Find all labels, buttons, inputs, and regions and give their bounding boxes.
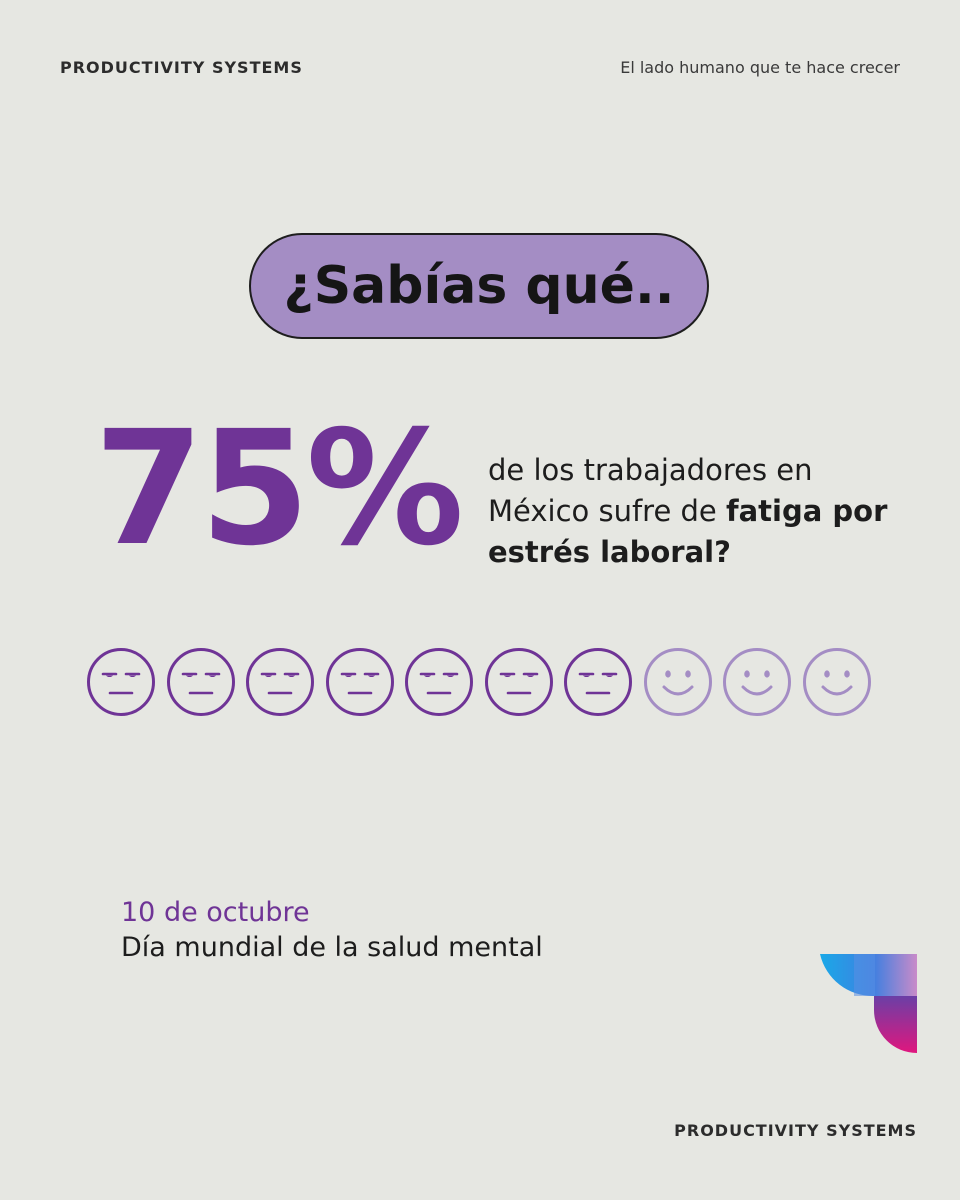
tired-face-icon xyxy=(325,647,395,717)
smiling-face-icon xyxy=(722,647,792,717)
faces-row xyxy=(86,647,872,717)
smiling-face-icon xyxy=(802,647,872,717)
tired-face-icon xyxy=(563,647,633,717)
stat-percentage: 75% xyxy=(94,397,464,581)
tired-face-icon xyxy=(86,647,156,717)
headline-pill: ¿Sabías qué.. xyxy=(249,233,709,339)
tagline: El lado humano que te hace crecer xyxy=(620,58,900,77)
stat-description: de los trabajadores en México sufre de f… xyxy=(488,450,908,573)
tired-face-icon xyxy=(166,647,236,717)
headline-text: ¿Sabías qué.. xyxy=(283,256,675,316)
brand-name-top: PRODUCTIVITY SYSTEMS xyxy=(60,58,303,77)
stat-text-plain: de los trabajadores en México sufre de xyxy=(488,453,813,528)
tired-face-icon xyxy=(404,647,474,717)
brand-logo-mark xyxy=(818,952,920,1060)
event-date: 10 de octubre xyxy=(121,897,310,928)
event-title: Día mundial de la salud mental xyxy=(121,932,543,963)
brand-name-bottom: PRODUCTIVITY SYSTEMS xyxy=(674,1121,917,1140)
tired-face-icon xyxy=(484,647,554,717)
stat-text-bold: fatiga por estrés laboral? xyxy=(488,494,888,569)
smiling-face-icon xyxy=(643,647,713,717)
tired-face-icon xyxy=(245,647,315,717)
